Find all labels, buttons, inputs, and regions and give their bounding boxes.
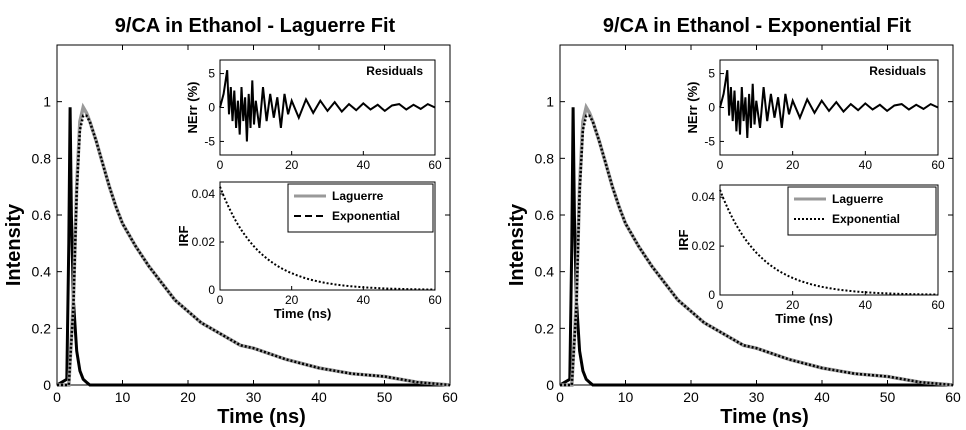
- res-x-tick-label: 0: [717, 158, 724, 172]
- res-y-tick-label: -5: [704, 134, 715, 148]
- res-y-tick-label: 0: [208, 101, 215, 115]
- series-line-irf: [559, 107, 953, 387]
- x-tick-label: 10: [618, 389, 634, 405]
- res-y-tick-label: 5: [208, 67, 215, 81]
- series-line-fit: [57, 114, 451, 387]
- irf-x-label: Time (ns): [274, 306, 332, 321]
- irf-x-tick-label: 20: [285, 293, 299, 307]
- x-tick-label: 10: [115, 389, 131, 405]
- y-tick-label: 0.4: [32, 264, 52, 280]
- y-tick-label: 0.6: [32, 207, 52, 223]
- y-tick-label: 0: [43, 377, 51, 393]
- series-line-irf: [56, 107, 450, 387]
- x-axis-label: Time (ns): [217, 406, 306, 428]
- x-tick-label: 60: [945, 389, 961, 405]
- irf-x-tick-label: 60: [931, 298, 945, 312]
- res-y-tick-label: 5: [708, 67, 715, 81]
- y-tick-label: 0.6: [535, 207, 555, 223]
- x-tick-label: 0: [53, 389, 61, 405]
- irf-y-tick-label: 0.02: [692, 239, 716, 253]
- residuals-line: [719, 70, 939, 139]
- legend-entry: Laguerre: [332, 189, 384, 203]
- y-tick-label: 0: [546, 377, 554, 393]
- irf-y-tick-label: 0.04: [192, 187, 216, 201]
- irf-x-tick-label: 60: [428, 293, 442, 307]
- res-y-tick-label: -5: [204, 134, 215, 148]
- x-axis-label: Time (ns): [720, 406, 809, 428]
- x-tick-label: 30: [749, 389, 765, 405]
- irf-x-tick-label: 0: [717, 298, 724, 312]
- x-tick-label: 40: [311, 389, 327, 405]
- chart-title: 9/CA in Ethanol - Exponential Fit: [603, 15, 911, 37]
- legend-entry: Exponential: [832, 212, 900, 226]
- x-tick-label: 30: [246, 389, 262, 405]
- res-x-tick-label: 40: [357, 158, 371, 172]
- legend-box: [787, 186, 937, 236]
- irf-y-tick-label: 0.04: [692, 190, 716, 204]
- legend-entry: Exponential: [332, 209, 400, 223]
- y-tick-label: 1: [43, 94, 51, 110]
- y-tick-label: 0.8: [535, 150, 555, 166]
- residuals-label: Residuals: [366, 64, 423, 78]
- irf-y-tick-label: 0: [208, 283, 215, 297]
- x-tick-label: 60: [442, 389, 458, 405]
- y-tick-label: 0.8: [32, 150, 52, 166]
- y-tick-label: 0.2: [535, 320, 555, 336]
- y-axis-label: Intensity: [3, 203, 25, 286]
- irf-x-tick-label: 0: [217, 293, 224, 307]
- irf-decay-line: [219, 186, 436, 291]
- legend-entry: Laguerre: [832, 192, 884, 206]
- x-tick-label: 50: [377, 389, 393, 405]
- irf-y-tick-label: 0: [708, 288, 715, 302]
- irf-y-label: IRF: [176, 225, 191, 246]
- x-tick-label: 20: [180, 389, 196, 405]
- y-tick-label: 1: [546, 94, 554, 110]
- x-tick-label: 50: [880, 389, 896, 405]
- residuals-line: [219, 70, 436, 142]
- residuals-y-label: NErr (%): [185, 81, 200, 133]
- residuals-y-label: NErr (%): [685, 81, 700, 133]
- res-y-tick-label: 0: [708, 101, 715, 115]
- res-x-tick-label: 0: [217, 158, 224, 172]
- res-x-tick-label: 20: [285, 158, 299, 172]
- irf-x-tick-label: 40: [859, 298, 873, 312]
- irf-x-tick-label: 40: [357, 293, 371, 307]
- res-x-tick-label: 60: [428, 158, 442, 172]
- irf-y-tick-label: 0.02: [192, 235, 216, 249]
- y-axis-label: Intensity: [506, 203, 528, 286]
- y-tick-label: 0.2: [32, 320, 52, 336]
- res-x-tick-label: 60: [931, 158, 945, 172]
- legend-box: [287, 183, 434, 233]
- series-line-fit: [560, 114, 954, 387]
- irf-y-label: IRF: [676, 229, 691, 250]
- irf-x-tick-label: 20: [786, 298, 800, 312]
- res-x-tick-label: 40: [859, 158, 873, 172]
- chart-title: 9/CA in Ethanol - Laguerre Fit: [115, 15, 396, 37]
- x-tick-label: 40: [814, 389, 830, 405]
- x-tick-label: 0: [556, 389, 564, 405]
- res-x-tick-label: 20: [786, 158, 800, 172]
- irf-decay-line: [719, 189, 939, 296]
- x-tick-label: 20: [683, 389, 699, 405]
- irf-x-label: Time (ns): [775, 311, 833, 326]
- y-tick-label: 0.4: [535, 264, 555, 280]
- residuals-label: Residuals: [869, 64, 926, 78]
